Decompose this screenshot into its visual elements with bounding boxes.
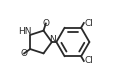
Text: Cl: Cl [83, 56, 92, 65]
Text: O: O [20, 49, 27, 58]
Text: O: O [42, 19, 49, 28]
Text: Cl: Cl [83, 19, 92, 28]
Text: N: N [48, 35, 55, 44]
Text: HN: HN [18, 27, 32, 36]
